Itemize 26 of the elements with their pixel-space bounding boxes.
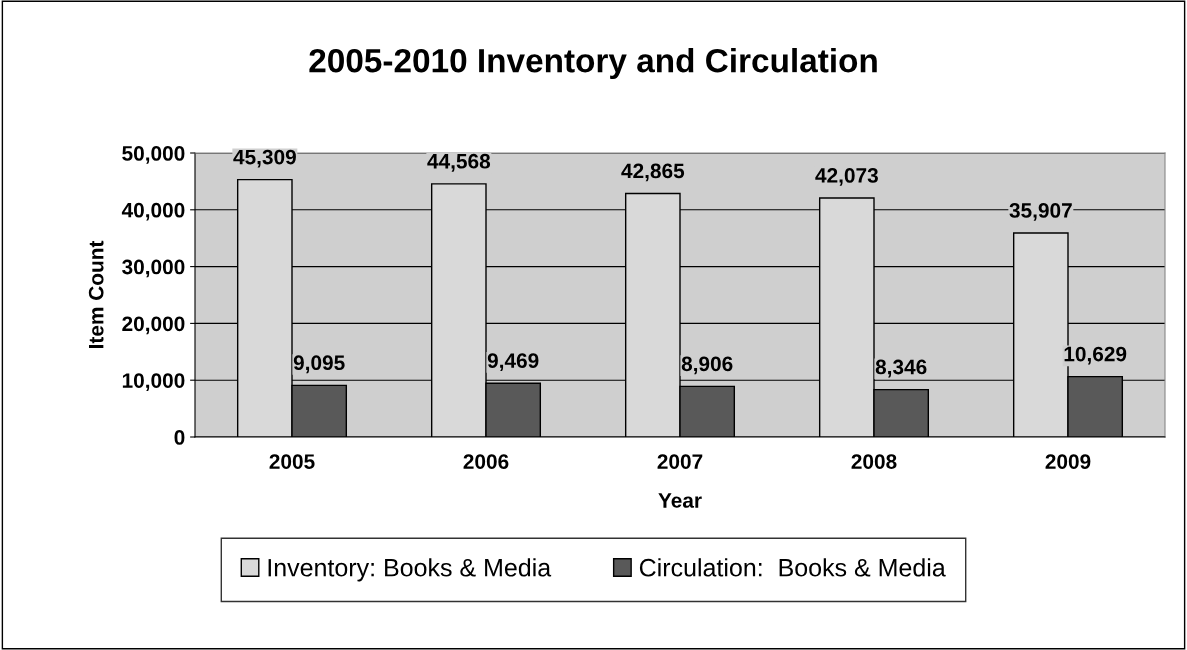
x-tick-label: 2009 <box>1045 454 1091 469</box>
data-label: 8,346 <box>875 359 927 378</box>
data-label: 42,865 <box>621 163 685 182</box>
legend-label: Circulation: Books & Media <box>639 558 946 577</box>
data-label: 35,907 <box>1009 203 1072 221</box>
y-tick-label: 40,000 <box>121 202 185 221</box>
y-axis-title: Item Count <box>88 240 104 348</box>
data-label: 45,309 <box>233 149 296 168</box>
y-tick-label: 10,000 <box>122 373 185 391</box>
data-label: 42,073 <box>815 168 878 186</box>
x-tick-label: 2008 <box>851 454 897 469</box>
x-tick-label: 2006 <box>463 454 509 469</box>
legend-label: Inventory: Books & Media <box>268 558 552 582</box>
data-label: 9,469 <box>487 353 539 372</box>
y-tick-label: 0 <box>174 430 185 445</box>
data-label: 44,568 <box>427 153 491 172</box>
data-label: 10,629 <box>1064 346 1127 365</box>
x-axis-title: Year <box>658 493 702 508</box>
data-label: 8,906 <box>681 356 733 375</box>
x-tick-label: 2005 <box>269 454 315 469</box>
y-tick-label: 30,000 <box>122 259 185 278</box>
chart-title: 2005-2010 Inventory and Circulation <box>309 48 877 80</box>
y-tick-label: 20,000 <box>122 316 185 335</box>
x-tick-label: 2007 <box>657 454 703 469</box>
y-tick-label: 50,000 <box>122 146 185 164</box>
data-label: 9,095 <box>293 355 345 374</box>
